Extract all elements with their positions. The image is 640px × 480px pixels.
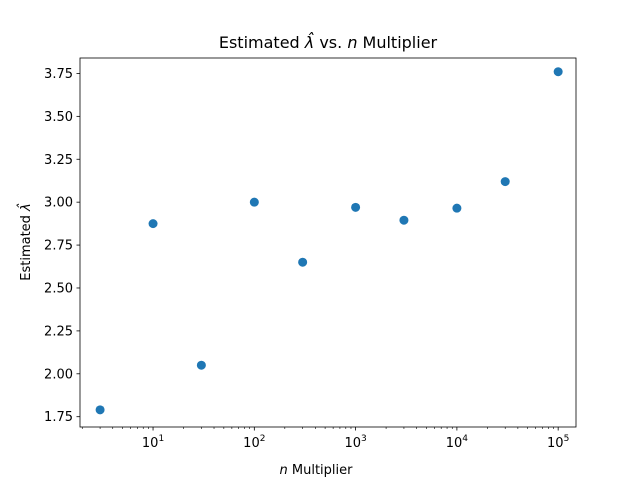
y-tick-label: 3.00 [44,196,73,211]
chart-title: Estimated λ̂ vs. n Multiplier [219,32,438,52]
data-point [399,215,409,225]
data-point [249,197,259,207]
data-point [196,360,206,370]
x-tick-label: 101 [142,434,164,451]
y-tick-label: 3.75 [44,67,73,82]
data-point [452,203,462,213]
data-point [351,202,361,212]
data-point [298,257,308,267]
x-tick-label: 104 [446,434,469,451]
data-point [148,219,158,229]
y-tick-label: 2.00 [44,367,73,382]
y-tick-label: 2.25 [44,324,73,339]
data-point [95,405,105,415]
x-tick-label: 103 [344,434,366,451]
y-tick-label: 2.50 [44,281,73,296]
y-tick-label: 3.50 [44,110,73,125]
y-tick-label: 3.25 [44,153,73,168]
plot-area: 101 102 103 104 105 1.75 2.00 2.25 2.50 2.75 3.00 3… [44,57,577,451]
data-point [500,177,510,187]
y-axis-label: Estimated λ̂ [17,203,34,281]
axes-frame [79,57,577,428]
x-axis-label: n Multiplier [280,463,354,478]
x-tick-label: 105 [547,434,569,451]
y-tick-label: 1.75 [44,410,73,425]
y-tick-label: 2.75 [44,239,73,254]
data-point [553,67,563,77]
x-tick-label: 102 [243,434,265,451]
